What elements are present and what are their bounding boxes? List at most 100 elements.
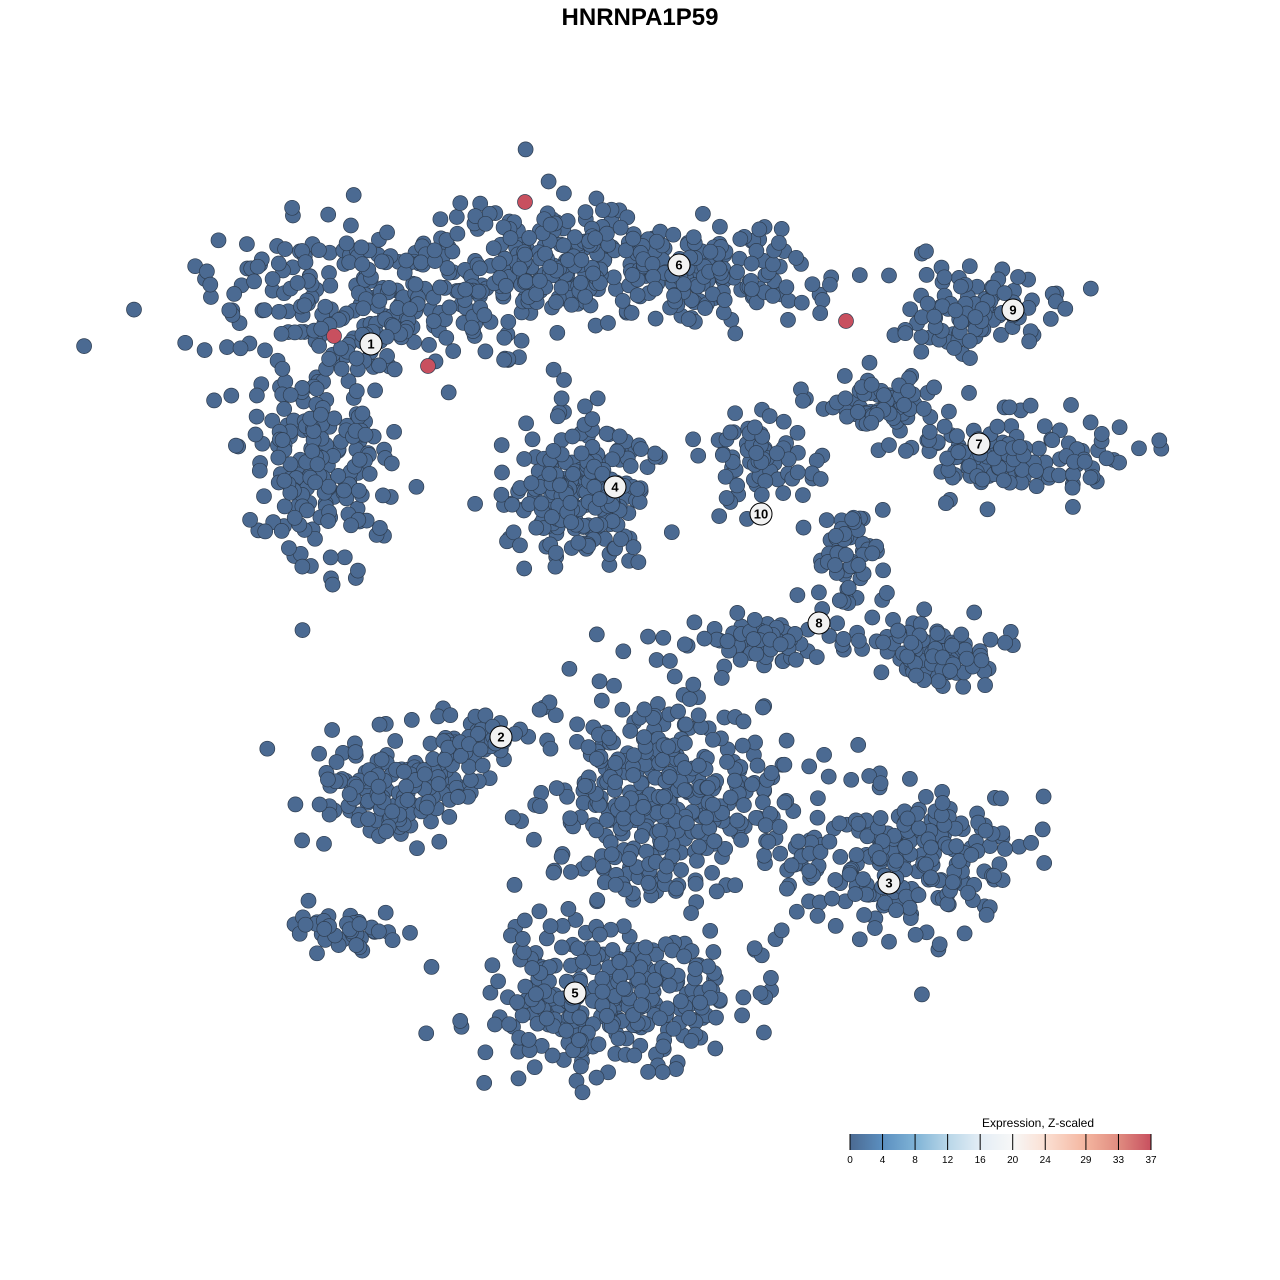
data-point — [748, 445, 765, 461]
data-point — [553, 390, 570, 407]
data-point — [633, 441, 649, 457]
data-point — [226, 286, 243, 302]
data-point — [556, 185, 572, 202]
data-point — [1065, 499, 1081, 515]
data-point — [336, 549, 353, 566]
data-point — [636, 729, 653, 745]
data-point — [855, 871, 871, 887]
data-point — [567, 229, 583, 245]
data-point — [374, 253, 390, 270]
data-point — [274, 360, 291, 377]
data-point — [926, 308, 943, 325]
legend-tick-label: 0 — [847, 1155, 853, 1166]
data-point — [351, 916, 368, 932]
data-point — [808, 649, 825, 665]
data-point — [210, 232, 227, 249]
data-point — [788, 903, 805, 920]
data-point — [294, 622, 311, 638]
data-point — [765, 256, 781, 273]
data-point — [614, 795, 631, 812]
data-point — [864, 545, 881, 562]
data-point — [493, 437, 510, 453]
data-point — [776, 756, 793, 773]
cluster-label-text: 2 — [497, 730, 504, 745]
data-point — [553, 279, 570, 296]
data-point — [718, 490, 735, 506]
data-point — [840, 579, 857, 596]
data-point — [705, 731, 721, 748]
data-point — [562, 495, 579, 511]
data-point — [320, 771, 336, 788]
data-point — [354, 256, 371, 273]
data-point — [832, 849, 849, 865]
data-point — [763, 970, 779, 986]
data-point — [528, 986, 544, 1003]
data-point — [771, 234, 787, 251]
data-point — [918, 243, 934, 260]
data-point — [666, 287, 682, 304]
data-point — [748, 646, 765, 662]
data-point — [773, 221, 790, 237]
data-point — [947, 302, 964, 319]
data-point — [1028, 462, 1044, 479]
data-point — [944, 874, 961, 891]
data-point — [640, 1064, 656, 1080]
data-point — [384, 803, 401, 820]
cluster-label-7: 7 — [967, 432, 991, 456]
data-point — [438, 329, 455, 346]
cluster-label-text: 5 — [571, 986, 578, 1001]
data-point — [360, 811, 376, 827]
data-point — [601, 730, 618, 746]
data-point — [199, 263, 215, 280]
data-point — [589, 390, 606, 407]
data-point — [348, 350, 365, 367]
data-point — [353, 239, 370, 256]
data-point — [322, 277, 339, 294]
data-point — [311, 745, 327, 762]
data-point — [913, 343, 930, 360]
data-point — [732, 651, 749, 668]
data-point — [538, 1010, 555, 1027]
data-point — [177, 334, 194, 351]
data-point — [698, 809, 714, 826]
cluster-label-10: 10 — [749, 502, 773, 526]
data-point — [780, 312, 796, 328]
data-point — [297, 916, 314, 933]
data-point — [760, 834, 777, 850]
data-point — [552, 477, 568, 494]
data-point — [735, 989, 752, 1006]
data-point — [942, 663, 958, 679]
data-point — [598, 425, 615, 442]
data-point — [697, 300, 713, 316]
legend-tick-label: 16 — [975, 1155, 987, 1166]
data-point — [1057, 300, 1074, 317]
data-point — [788, 249, 804, 266]
data-point — [485, 240, 502, 257]
data-point — [442, 707, 459, 724]
data-point — [918, 788, 934, 805]
data-point — [836, 368, 853, 384]
data-point — [457, 281, 474, 298]
data-point — [330, 468, 347, 484]
data-point — [913, 328, 930, 345]
data-point — [544, 509, 560, 525]
data-point — [711, 260, 728, 277]
data-point — [347, 744, 364, 760]
data-point — [719, 754, 735, 770]
data-point — [1034, 821, 1051, 838]
data-point — [837, 390, 854, 407]
data-point — [496, 329, 513, 346]
data-point — [367, 382, 383, 399]
data-point — [477, 215, 494, 232]
data-point — [571, 1032, 587, 1048]
data-point — [612, 219, 629, 236]
data-point — [676, 948, 692, 965]
data-point — [542, 216, 559, 233]
data-point — [1093, 426, 1110, 442]
data-point — [355, 300, 372, 317]
data-point — [915, 400, 932, 417]
data-point — [856, 907, 872, 923]
data-point — [743, 281, 760, 298]
data-point — [449, 225, 466, 242]
data-point — [727, 325, 744, 342]
